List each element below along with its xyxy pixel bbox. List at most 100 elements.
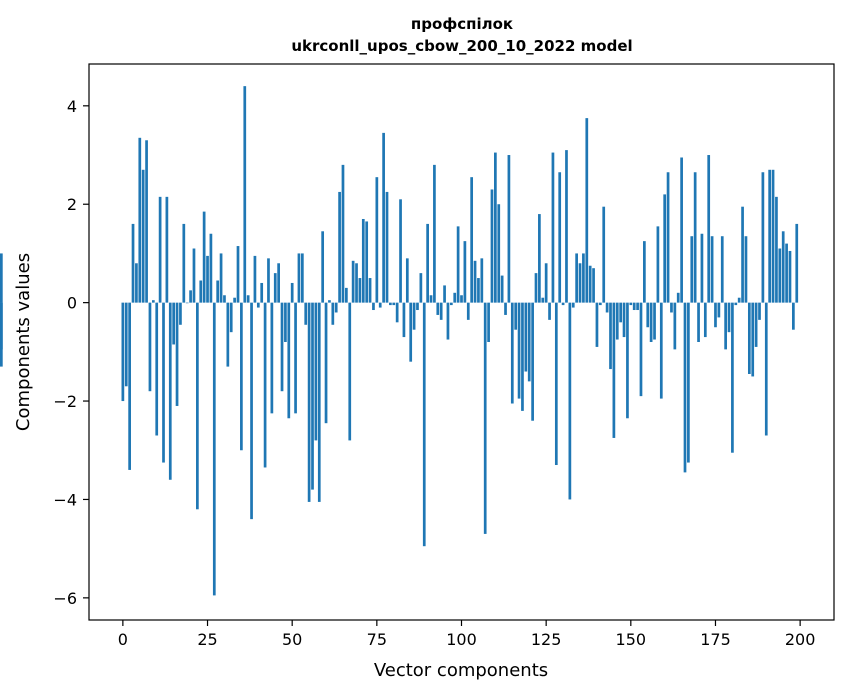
bar [483,302,487,534]
bar [196,302,199,510]
bar [236,246,240,303]
bar [311,302,314,490]
bar [240,302,243,451]
bar [402,302,406,338]
bar [141,169,145,303]
bar [795,223,799,303]
chart-title: профспілок [411,15,513,33]
bar [361,218,365,303]
bar [212,302,216,596]
bar [714,302,717,328]
bar [747,302,751,374]
bar [663,194,667,303]
bar [375,177,379,303]
bar [582,253,585,303]
bar [165,196,169,303]
y-axis-ticks: −6 −4 −2 0 2 4 [53,97,89,608]
y-tick-label: −6 [53,589,77,608]
y-tick-label: 0 [67,294,77,313]
bar [724,302,727,350]
bar [792,302,795,330]
bar [626,302,629,419]
bar [219,253,223,303]
bar [189,290,192,303]
bar [287,302,291,419]
bar [700,233,704,303]
bar [554,302,558,466]
bar [277,263,280,303]
bar [521,302,524,411]
bar [737,297,741,303]
bar [571,302,575,308]
bar [561,302,565,306]
bar [788,250,792,303]
bar [761,172,765,303]
bar [436,302,440,315]
bar [317,302,321,502]
bar [720,236,724,303]
bar [202,211,206,303]
bar [382,132,385,303]
bar [392,302,396,306]
bar [697,302,700,342]
bar [223,295,226,303]
bar [504,302,507,315]
bar [270,302,274,414]
bar [703,302,707,338]
bar [256,302,260,308]
bar [297,253,301,303]
bar [267,258,270,303]
bar [751,302,755,377]
bar [446,302,450,340]
bar [453,292,457,303]
bar [466,302,470,320]
bar [162,302,165,463]
bar [548,302,551,320]
bar [172,302,176,345]
bar [372,302,375,311]
bar [687,302,690,463]
bar [463,241,467,303]
bar [775,196,778,303]
bar [717,302,721,318]
bar [592,268,595,303]
bar [781,231,785,303]
bar [741,206,744,303]
bar [541,297,545,303]
bar [676,292,680,303]
bar [168,302,172,480]
x-tick-label: 25 [197,630,217,649]
bar [477,278,480,303]
bar [439,302,443,320]
bar [595,302,599,347]
bar [185,302,189,304]
bar [670,302,673,313]
x-tick-label: 125 [531,630,562,649]
x-tick-label: 175 [700,630,731,649]
bar [514,302,518,330]
bar [0,302,3,367]
bar [510,302,514,404]
bar [314,302,318,441]
bar [429,295,433,303]
bar [294,302,297,414]
bar [385,191,389,303]
bar [578,263,582,303]
bar [500,275,504,303]
bar [531,302,534,421]
bar [764,302,768,436]
bar [226,302,230,367]
bar [673,302,677,350]
bar [304,302,308,325]
bar [771,169,775,303]
bar [158,196,162,303]
bar [151,300,155,303]
x-tick-label: 150 [616,630,647,649]
bar [456,226,460,303]
bar [605,302,609,313]
bar [449,302,453,306]
bar [324,302,328,424]
y-tick-label: 4 [67,97,77,116]
bar [656,226,660,303]
